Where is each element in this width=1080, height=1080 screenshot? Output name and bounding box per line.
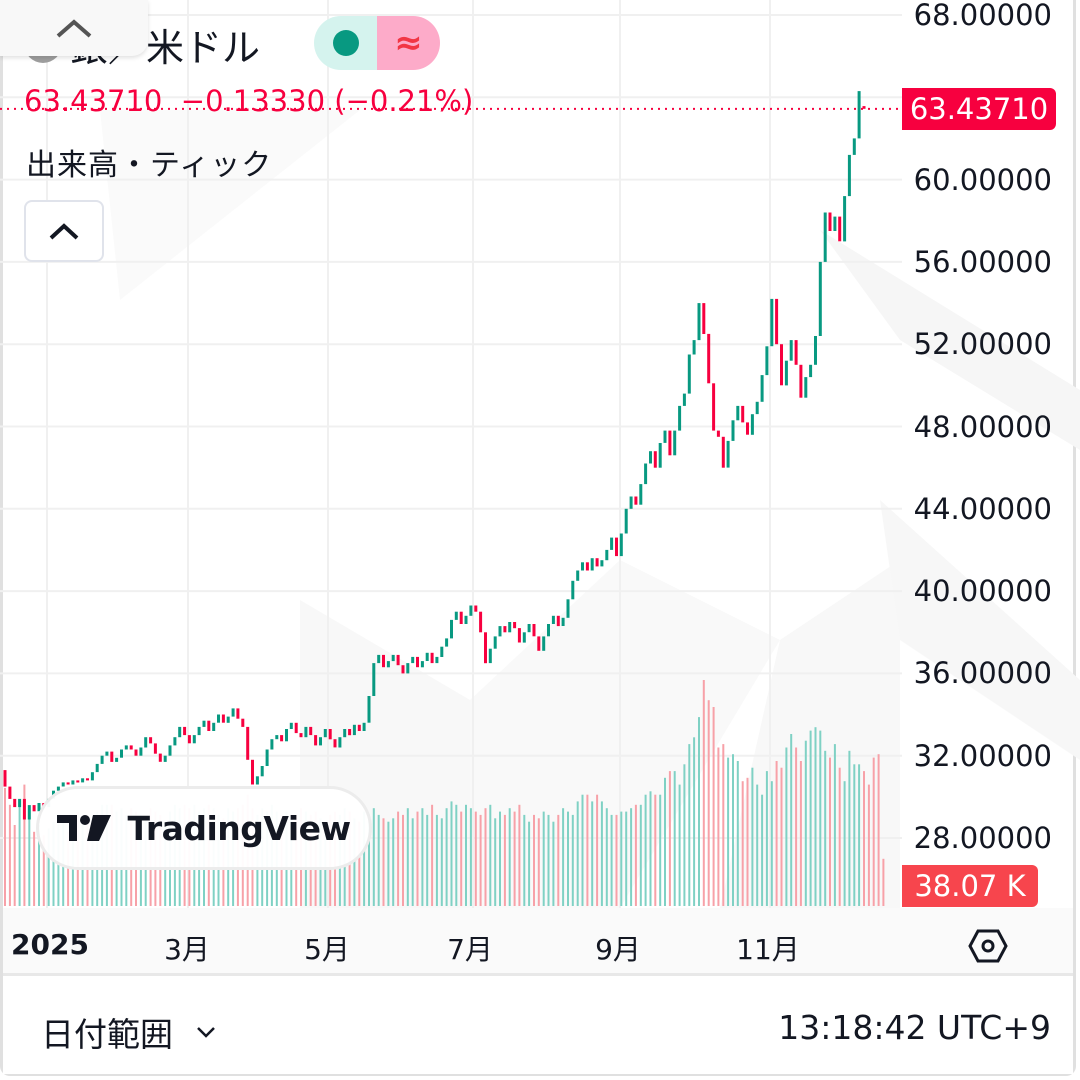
candlesticks — [3, 91, 866, 820]
collapse-header-button[interactable] — [0, 0, 148, 56]
time-label-may: 5月 — [304, 933, 350, 966]
price-axis-label: 52.00000 — [913, 327, 1052, 362]
time-label-year: 2025 — [11, 928, 89, 961]
market-status-pill[interactable]: ≈ — [314, 16, 440, 70]
volume-indicator-label[interactable]: 出来高・ティック — [26, 148, 273, 183]
tradingview-logo-icon — [57, 815, 112, 841]
volume-value-tag: 38.07 K — [902, 865, 1038, 907]
chart-settings-button[interactable] — [966, 924, 1010, 968]
price-axis-label: 48.00000 — [913, 409, 1052, 444]
chevron-down-icon — [197, 1027, 215, 1038]
price-axis-label: 56.00000 — [913, 244, 1052, 279]
chevron-up-icon — [49, 223, 79, 240]
timezone-clock[interactable]: 13:18:42 UTC+9 — [778, 1008, 1051, 1047]
last-price-tag: 63.43710 — [902, 88, 1056, 130]
time-label-mar: 3月 — [164, 933, 210, 966]
market-open-dot-icon — [332, 30, 359, 56]
price-axis-label: 60.00000 — [913, 162, 1052, 197]
price-axis-label: 44.00000 — [913, 491, 1052, 526]
watermark-text: TradingView — [127, 808, 351, 848]
chart-grid — [0, 0, 902, 908]
ohlc-price-line: 63.43710 −0.13330 (−0.21%) — [24, 84, 474, 118]
price-axis-label: 32.00000 — [913, 738, 1052, 773]
price-axis-label: 68.00000 — [913, 0, 1052, 32]
price-axis-label: 40.00000 — [913, 574, 1052, 609]
date-range-button[interactable]: 日付範囲 — [41, 1008, 217, 1056]
time-label-sep: 9月 — [595, 933, 641, 966]
time-axis[interactable]: 2025 3月 5月 7月 9月 11月 — [3, 908, 1073, 976]
date-range-label: 日付範囲 — [41, 1015, 173, 1054]
data-delay-indicator[interactable]: ≈ — [377, 16, 440, 70]
price-axis-label: 36.00000 — [913, 656, 1052, 691]
market-open-indicator[interactable] — [314, 16, 377, 70]
chevron-up-icon — [56, 19, 92, 38]
bottom-toolbar: 日付範囲 13:18:42 UTC+9 — [3, 978, 1073, 1074]
tradingview-watermark[interactable]: TradingView — [36, 786, 372, 870]
time-label-nov: 11月 — [736, 933, 800, 966]
time-label-jul: 7月 — [447, 933, 493, 966]
price-axis-label: 28.00000 — [913, 821, 1052, 855]
indicators-toggle-button[interactable] — [24, 200, 104, 262]
approx-icon: ≈ — [394, 23, 423, 63]
settings-hexagon-icon — [968, 929, 1008, 963]
